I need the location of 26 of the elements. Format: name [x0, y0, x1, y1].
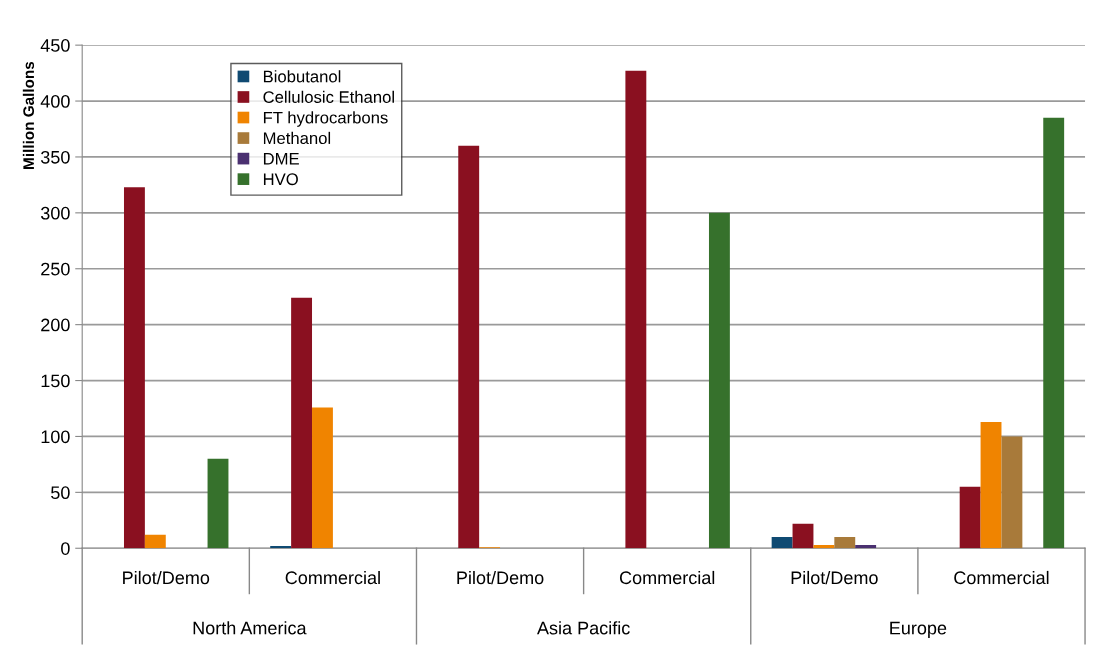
y-tick-label: 50 [51, 486, 70, 500]
y-axis-title: Million Gallons [22, 61, 35, 169]
y-tick-label: 150 [41, 374, 70, 388]
legend-label: FT hydrocarbons [263, 111, 388, 127]
text: Europe [890, 621, 947, 639]
legend-label: DME [263, 152, 299, 165]
legend-label: Cellulosic Ethanol [263, 90, 394, 103]
y-tick-label: 350 [40, 150, 70, 164]
y-tick-label: 0 [61, 542, 70, 555]
x-tick-label: Pilot/Demo [457, 570, 544, 585]
x-tick-label: Pilot/Demo [123, 570, 210, 585]
legend-label: Methanol [263, 131, 331, 145]
legend-label: HVO [263, 173, 298, 186]
x-tick-label: Pilot/Demo [791, 570, 878, 585]
y-tick-label: 250 [41, 262, 70, 276]
x-tick-label: Commercial [954, 570, 1049, 585]
y-tick-label: 400 [40, 94, 70, 108]
y-tick-label: 200 [41, 318, 70, 332]
legend-label: Biobutanol [263, 70, 341, 83]
y-tick-label: 450 [40, 39, 70, 52]
text: North America [193, 621, 307, 635]
text: Asia Pacific [537, 621, 630, 635]
x-tick-label: Commercial [285, 570, 380, 585]
y-tick-label: 300 [40, 206, 70, 220]
x-tick-label: Commercial [619, 570, 715, 585]
y-tick-label: 100 [41, 430, 70, 444]
